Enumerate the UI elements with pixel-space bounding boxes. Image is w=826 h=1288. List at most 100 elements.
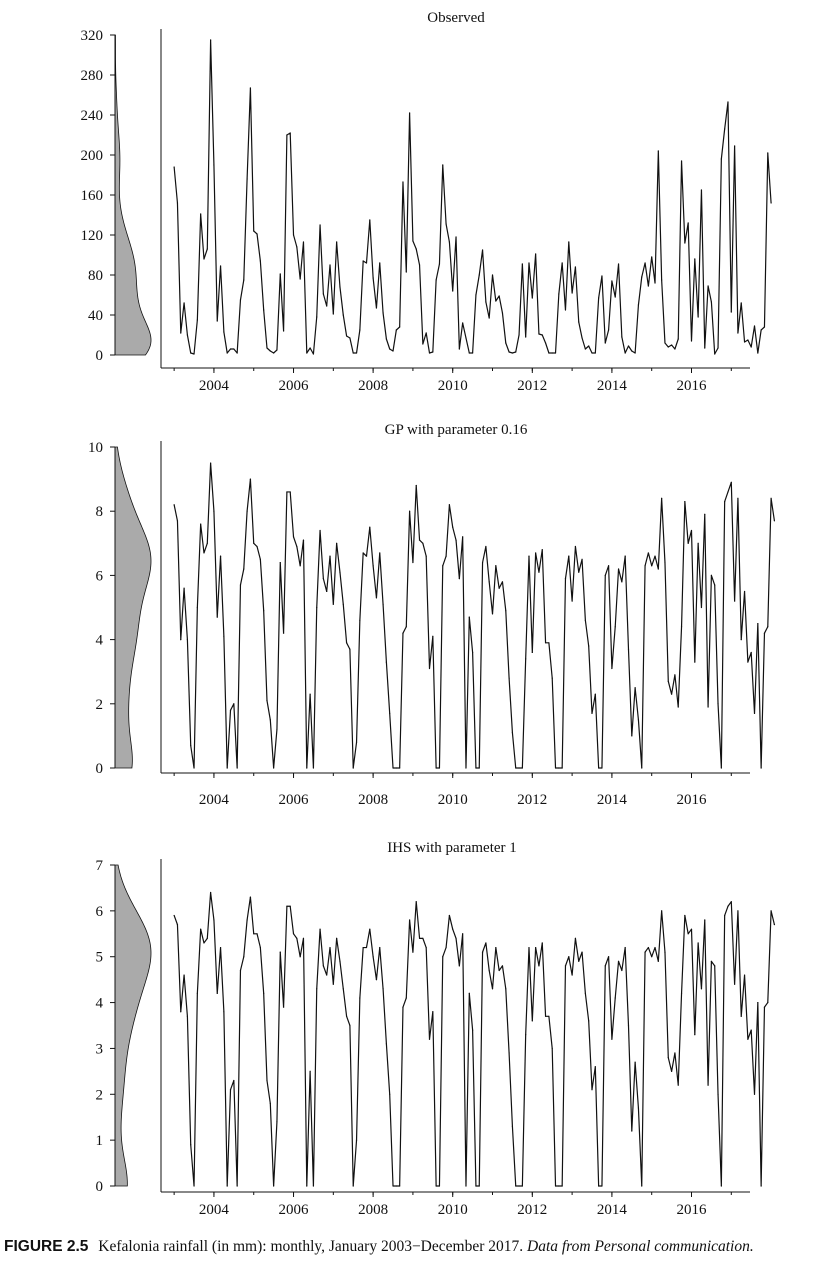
data-point (720, 158, 722, 160)
data-point (488, 969, 490, 972)
data-point (180, 332, 182, 334)
data-point (409, 510, 411, 512)
x-tick-label: 2014 (597, 378, 628, 394)
data-point (710, 301, 713, 303)
data-point (249, 478, 252, 480)
caption-source: Data from Personal communication. (527, 1238, 754, 1255)
data-point (372, 956, 374, 958)
data-point (515, 1185, 517, 1187)
data-point (292, 933, 295, 935)
data-point (236, 1185, 238, 1187)
data-point (336, 542, 338, 544)
data-point (617, 960, 620, 962)
data-point (412, 951, 414, 953)
data-point (392, 350, 394, 352)
data-point (485, 545, 487, 548)
data-point (607, 565, 610, 567)
data-point (604, 342, 606, 344)
data-point (544, 642, 547, 644)
data-point (564, 309, 567, 311)
data-point (312, 767, 315, 769)
data-point (558, 293, 560, 295)
data-point (538, 965, 540, 967)
data-point (680, 160, 683, 162)
data-point (375, 979, 378, 981)
data-point (193, 767, 195, 769)
data-point (359, 619, 361, 621)
data-point (770, 202, 772, 204)
data-point (445, 946, 447, 949)
data-point (355, 741, 358, 743)
data-point (365, 262, 368, 264)
series-points (173, 891, 776, 1187)
data-point (598, 1185, 600, 1187)
data-point (481, 561, 484, 564)
data-point (541, 942, 543, 944)
data-point (465, 767, 467, 769)
data-point (233, 348, 235, 350)
y-tick-label: 5 (96, 950, 104, 966)
data-point (760, 329, 762, 331)
data-point (521, 1185, 523, 1187)
data-point (435, 1185, 437, 1187)
data-point (641, 276, 643, 278)
data-point (190, 1144, 192, 1146)
data-point (647, 552, 649, 554)
data-point (710, 960, 713, 962)
data-point (717, 347, 719, 349)
series-points (173, 39, 772, 355)
data-point (674, 674, 676, 676)
data-point (578, 321, 580, 323)
data-point (266, 699, 268, 702)
data-point (276, 349, 278, 351)
data-point (226, 352, 228, 354)
y-tick-label: 40 (88, 308, 103, 324)
data-point (455, 236, 457, 238)
data-point (428, 1038, 431, 1040)
data-point (339, 286, 341, 288)
data-point (359, 997, 361, 999)
data-point (246, 919, 248, 921)
data-point (535, 253, 537, 255)
data-point (286, 491, 288, 493)
data-point (415, 484, 417, 487)
data-point (624, 946, 626, 949)
data-point (223, 1011, 225, 1013)
data-point (740, 302, 742, 304)
data-point (326, 590, 328, 593)
data-point (505, 610, 507, 612)
data-point (661, 910, 663, 912)
x-tick-label: 2010 (438, 1202, 468, 1218)
data-point (319, 928, 321, 930)
data-point (176, 924, 179, 926)
data-point (647, 946, 649, 949)
data-point (349, 337, 351, 339)
data-point (644, 565, 646, 567)
y-tick-label: 4 (96, 633, 104, 649)
data-point (641, 1185, 643, 1187)
data-point (352, 352, 354, 354)
data-point (412, 240, 414, 242)
data-point (462, 933, 464, 935)
data-point (495, 565, 497, 567)
data-point (273, 352, 275, 354)
data-point (425, 332, 427, 334)
data-point (452, 290, 454, 292)
data-point (239, 299, 242, 301)
data-point (173, 914, 175, 917)
data-point (359, 329, 361, 331)
data-point (478, 767, 480, 769)
data-point (554, 1185, 557, 1187)
data-point (438, 263, 441, 265)
data-point (578, 571, 580, 573)
data-point (598, 297, 600, 299)
y-ticks: 0 40 80 120 160 200 240 280 320 (81, 28, 115, 364)
data-point (538, 571, 540, 573)
data-point (458, 348, 460, 350)
data-point (607, 329, 610, 331)
data-point (700, 189, 703, 191)
data-point (276, 1121, 278, 1123)
data-point (219, 265, 222, 267)
data-point (491, 613, 494, 615)
